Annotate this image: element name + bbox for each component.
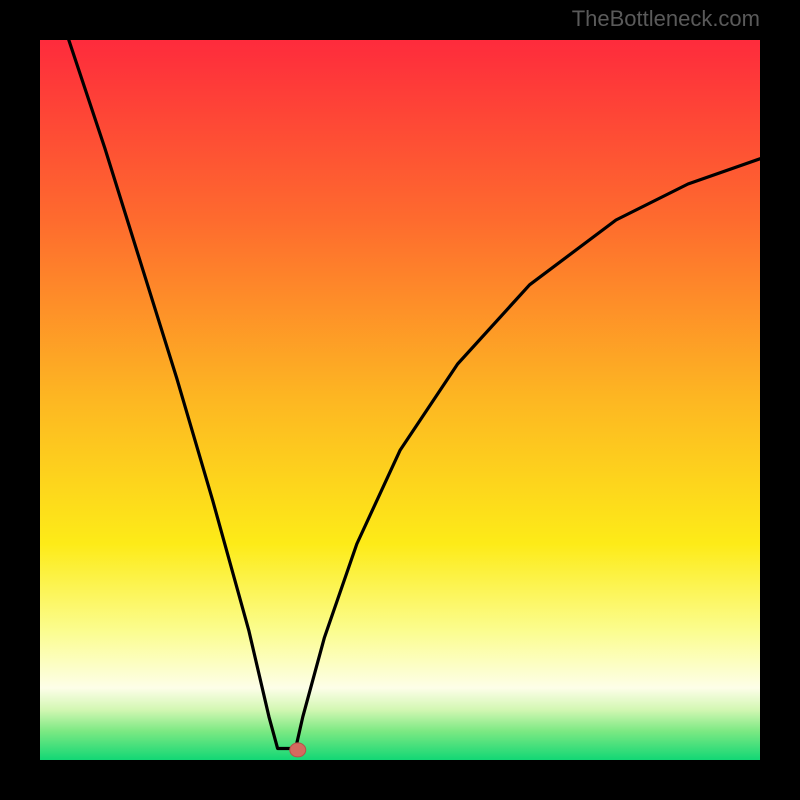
marker-dot [290, 743, 306, 757]
watermark-text: TheBottleneck.com [572, 6, 760, 32]
bottleneck-chart [40, 40, 760, 760]
plot-area [40, 40, 760, 760]
gradient-background [40, 40, 760, 760]
